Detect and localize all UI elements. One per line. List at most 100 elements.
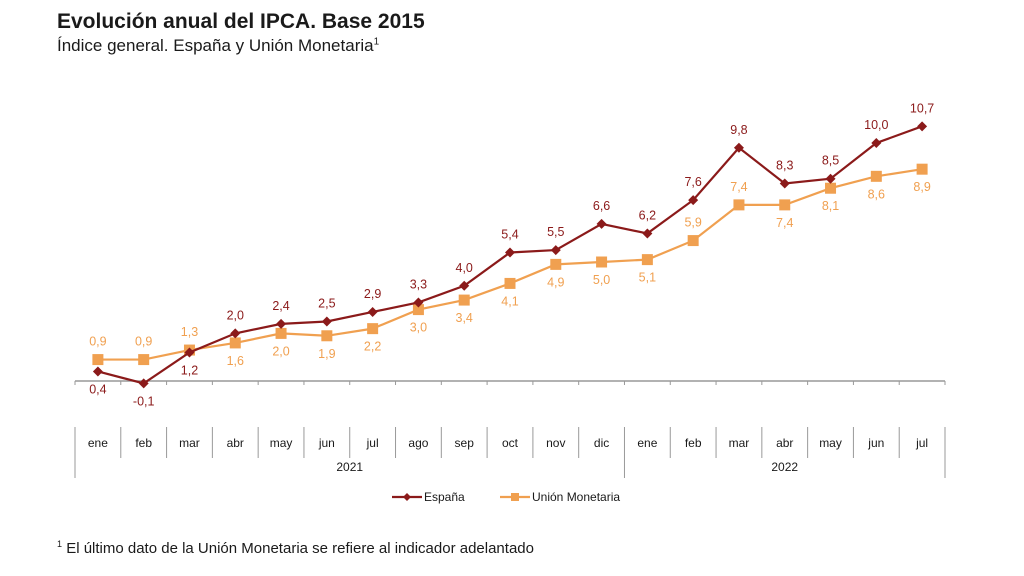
data-label-union-monetaria: 0,9 xyxy=(135,335,152,349)
series-line-union-monetaria xyxy=(97,168,923,361)
data-point-union-monetaria xyxy=(92,354,104,366)
data-labels-layer: 0,4 -0,1 1,2 2,0 2,4 2,5 2,9 3,3 4,0 5,4 5,5 6,6 6,2… xyxy=(89,101,934,408)
x-tick-label: sep xyxy=(455,436,475,450)
x-tick-label: feb xyxy=(135,436,152,450)
data-point-union-monetaria xyxy=(550,258,562,270)
data-label-union-monetaria: 1,6 xyxy=(227,354,244,368)
data-point-espana xyxy=(505,247,515,258)
data-point-union-monetaria xyxy=(641,254,653,266)
data-point-espana xyxy=(413,297,424,308)
data-label-union-monetaria: 1,9 xyxy=(318,347,335,361)
data-label-union-monetaria: 4,9 xyxy=(547,275,564,289)
x-tick-label: ene xyxy=(88,436,108,450)
data-point-union-monetaria xyxy=(825,182,837,194)
data-label-espana: 10,0 xyxy=(864,118,888,132)
data-point-espana xyxy=(733,142,744,153)
data-label-union-monetaria: 2,0 xyxy=(272,344,289,358)
data-label-espana: 1,2 xyxy=(181,363,198,377)
data-point-union-monetaria xyxy=(229,337,241,349)
data-point-union-monetaria xyxy=(733,199,745,211)
x-tick-label: nov xyxy=(546,436,565,450)
data-point-union-monetaria xyxy=(412,304,424,316)
data-point-union-monetaria xyxy=(275,327,287,339)
data-label-espana: 0,4 xyxy=(89,382,106,396)
data-point-espana xyxy=(184,347,195,358)
x-tick-label: may xyxy=(819,436,842,450)
data-label-union-monetaria: 8,6 xyxy=(868,187,885,201)
data-point-union-monetaria xyxy=(458,294,470,306)
data-label-espana: 7,6 xyxy=(684,175,701,189)
x-tick-label: ago xyxy=(408,436,428,450)
data-point-espana xyxy=(459,280,470,291)
data-point-union-monetaria xyxy=(504,277,516,289)
legend-label-espana: España xyxy=(424,490,465,504)
data-label-union-monetaria: 8,9 xyxy=(913,180,930,194)
data-point-espana xyxy=(276,318,287,329)
data-point-union-monetaria xyxy=(596,256,608,268)
data-label-espana: 5,4 xyxy=(501,227,518,241)
legend-marker-union-monetaria xyxy=(511,493,519,501)
data-point-espana xyxy=(596,218,607,229)
year-label: 2021 xyxy=(336,460,363,474)
data-point-union-monetaria xyxy=(367,323,379,335)
subtitle-text: Índice general. España y Unión Monetaria xyxy=(57,36,374,55)
x-tick-label: jun xyxy=(867,436,884,450)
data-label-espana: 8,5 xyxy=(822,154,839,168)
x-tick-label: abr xyxy=(776,436,793,450)
data-point-union-monetaria xyxy=(138,354,150,366)
data-point-espana xyxy=(871,138,882,148)
data-label-espana: 2,5 xyxy=(318,297,335,311)
data-label-union-monetaria: 4,1 xyxy=(501,294,518,308)
x-tick-label: may xyxy=(270,436,293,450)
x-tick-label: abr xyxy=(227,436,244,450)
data-point-union-monetaria xyxy=(870,170,882,182)
x-tick-label: jul xyxy=(366,436,379,450)
data-label-espana: 9,8 xyxy=(730,123,747,137)
data-label-union-monetaria: 3,4 xyxy=(456,311,473,325)
data-point-espana xyxy=(825,173,836,184)
data-label-espana: 4,0 xyxy=(456,261,473,275)
footnote-marker: 1 xyxy=(57,539,63,549)
data-label-espana: 8,3 xyxy=(776,158,793,172)
series-layer xyxy=(92,121,928,389)
data-point-union-monetaria xyxy=(321,330,333,342)
x-tick-label: feb xyxy=(685,436,702,450)
x-tick-label: jun xyxy=(318,436,335,450)
data-point-espana xyxy=(230,328,241,339)
year-label: 2022 xyxy=(771,460,798,474)
data-point-espana xyxy=(367,306,378,317)
data-point-espana xyxy=(688,195,699,206)
axis-layer: 2021 2022 ene feb mar abr may jun jul ago sep oct no… xyxy=(74,380,946,478)
data-label-espana: 10,7 xyxy=(910,101,934,115)
data-label-espana: 3,3 xyxy=(410,277,427,291)
data-label-union-monetaria: 7,4 xyxy=(730,180,747,194)
chart-subtitle: Índice general. España y Unión Monetaria… xyxy=(57,36,379,56)
data-point-union-monetaria xyxy=(687,235,699,247)
footnote: 1 El último dato de la Unión Monetaria s… xyxy=(57,539,534,557)
data-point-union-monetaria xyxy=(779,199,791,211)
data-label-union-monetaria: 5,1 xyxy=(639,271,656,285)
footnote-text: El último dato de la Unión Monetaria se … xyxy=(66,540,534,557)
data-label-union-monetaria: 5,0 xyxy=(593,273,610,287)
data-label-espana: 6,2 xyxy=(639,208,656,222)
data-point-espana xyxy=(550,245,561,256)
legend-label-union-monetaria: Unión Monetaria xyxy=(532,490,620,504)
data-point-espana xyxy=(92,366,103,377)
subtitle-footnote-marker: 1 xyxy=(373,36,380,48)
data-label-union-monetaria: 3,0 xyxy=(410,321,427,335)
data-point-union-monetaria xyxy=(916,163,928,175)
x-tick-label: mar xyxy=(729,436,750,450)
data-point-espana xyxy=(779,178,790,189)
data-point-espana xyxy=(321,316,332,327)
data-point-espana xyxy=(138,378,149,389)
x-tick-label: jul xyxy=(915,436,928,450)
data-point-espana xyxy=(642,228,653,239)
data-point-espana xyxy=(917,121,928,132)
x-tick-label: mar xyxy=(179,436,200,450)
data-label-union-monetaria: 8,1 xyxy=(822,199,839,213)
data-label-espana: 2,4 xyxy=(272,299,289,313)
data-label-union-monetaria: 1,3 xyxy=(181,325,198,339)
legend-marker-espana xyxy=(403,493,411,501)
data-label-union-monetaria: 5,9 xyxy=(684,216,701,230)
